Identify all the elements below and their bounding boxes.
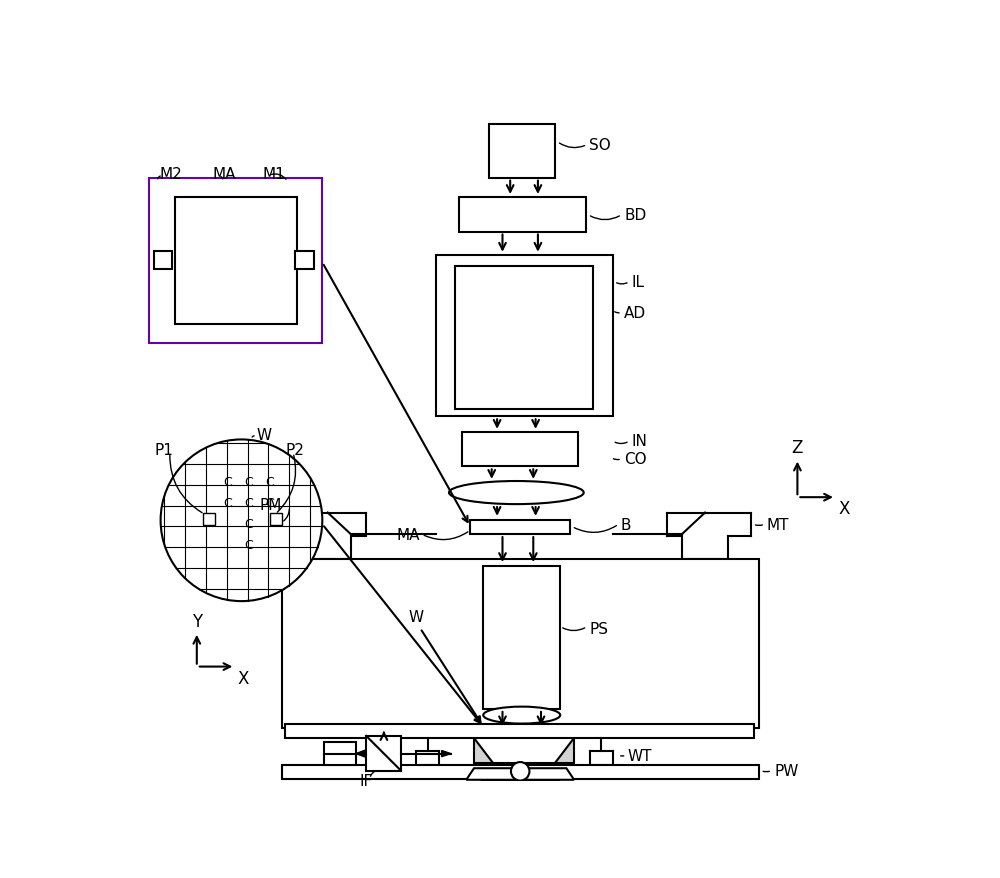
Bar: [459, 198, 586, 233]
Text: SO: SO: [590, 138, 611, 153]
Text: IN: IN: [632, 434, 648, 449]
Bar: [455, 267, 593, 409]
Text: X: X: [238, 669, 249, 687]
Text: C: C: [244, 538, 253, 551]
Polygon shape: [442, 751, 451, 757]
Bar: [154, 251, 172, 270]
Bar: [175, 198, 297, 325]
Text: B: B: [620, 517, 631, 532]
Bar: [482, 763, 559, 780]
Text: BD: BD: [624, 208, 646, 223]
Bar: [285, 724, 754, 738]
Polygon shape: [474, 738, 493, 763]
Text: Z: Z: [792, 439, 803, 457]
Text: MA: MA: [397, 527, 420, 542]
Bar: [295, 251, 314, 270]
Circle shape: [511, 762, 529, 781]
Circle shape: [161, 440, 322, 601]
Ellipse shape: [483, 707, 560, 723]
Bar: [462, 432, 578, 467]
Text: C: C: [244, 496, 253, 509]
Bar: [366, 736, 401, 771]
Text: X: X: [838, 500, 850, 518]
Polygon shape: [555, 738, 574, 763]
Bar: [282, 766, 759, 779]
Text: C: C: [244, 517, 253, 530]
Text: CO: CO: [624, 451, 647, 466]
Bar: [282, 559, 759, 729]
Bar: [489, 125, 555, 178]
Text: MA: MA: [212, 167, 236, 182]
Text: PS: PS: [590, 621, 608, 636]
Text: IL: IL: [632, 275, 645, 290]
Bar: [203, 513, 215, 525]
Text: IF: IF: [360, 774, 373, 788]
Text: WT: WT: [628, 748, 652, 763]
Bar: [483, 567, 560, 709]
Text: C: C: [265, 496, 274, 509]
Text: W: W: [409, 609, 424, 624]
Polygon shape: [356, 750, 366, 758]
Text: C: C: [265, 476, 274, 489]
Polygon shape: [357, 751, 366, 757]
Bar: [149, 178, 322, 344]
Text: P1: P1: [154, 443, 173, 457]
Bar: [436, 255, 613, 417]
Text: C: C: [244, 476, 253, 489]
Bar: [270, 513, 282, 525]
Text: MT: MT: [767, 517, 789, 532]
Text: AD: AD: [624, 306, 646, 320]
Text: P2: P2: [285, 443, 304, 457]
Ellipse shape: [449, 481, 584, 505]
Text: C: C: [223, 476, 232, 489]
Bar: [470, 521, 570, 535]
Text: C: C: [223, 496, 232, 509]
Text: M1: M1: [262, 167, 285, 182]
Text: PM: PM: [259, 498, 282, 513]
Text: M2: M2: [160, 167, 183, 182]
Text: PW: PW: [774, 763, 799, 778]
Polygon shape: [466, 768, 574, 780]
Text: W: W: [257, 427, 272, 442]
Text: Y: Y: [192, 612, 202, 630]
Bar: [324, 742, 356, 766]
